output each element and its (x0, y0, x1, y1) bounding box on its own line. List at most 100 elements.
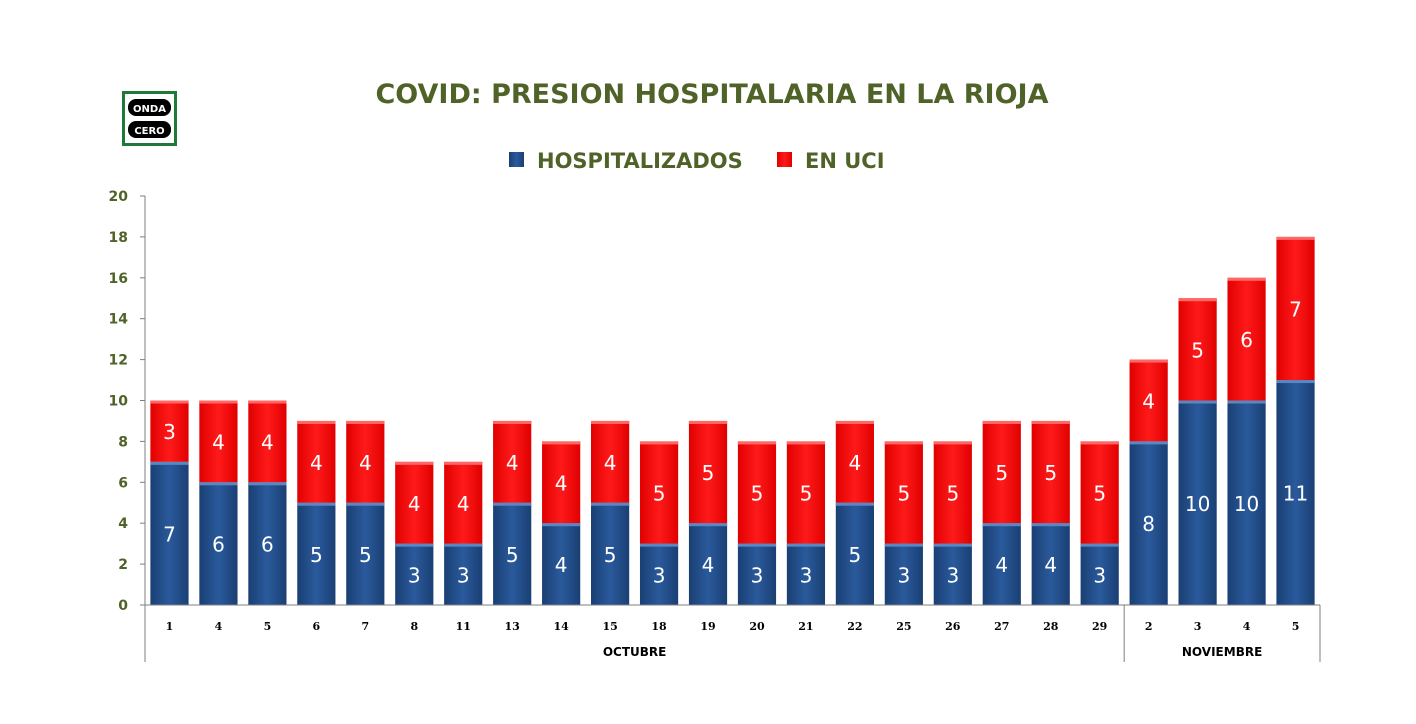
bar-en-uci (1276, 236, 1315, 381)
y-tick-label: 12 (109, 353, 128, 369)
x-tick-label: 21 (798, 620, 813, 633)
bar-hospitalizados (444, 543, 483, 605)
bar-en-uci (444, 461, 483, 544)
bar-en-uci-top (248, 400, 287, 404)
bar-en-uci (395, 461, 434, 544)
data-label-en-uci: 5 (702, 461, 715, 485)
bar-en-uci (1080, 441, 1119, 544)
bar-en-uci-top (199, 400, 238, 404)
bar-en-uci-top (1227, 277, 1266, 281)
onda-cero-logo: ONDA CERO (122, 91, 177, 146)
bar-en-uci-top (884, 441, 923, 445)
bar-en-uci (346, 420, 385, 503)
bar-en-uci-top (444, 461, 483, 465)
bar-en-uci (591, 420, 630, 503)
x-tick-label: 4 (1243, 620, 1251, 633)
bar-en-uci (542, 441, 581, 524)
bar-hospitalizados-top (1031, 523, 1070, 527)
bar-en-uci-top (1276, 236, 1315, 240)
bar-hospitalizados (786, 543, 826, 605)
data-label-hospitalizados: 4 (995, 553, 1008, 577)
bar-en-uci-top (933, 441, 972, 445)
bar-hospitalizados (591, 502, 630, 605)
bar-hospitalizados (884, 543, 923, 605)
bar-hospitalizados-top (444, 543, 483, 547)
bar-hospitalizados-top (1227, 400, 1266, 404)
y-tick-label: 2 (118, 557, 128, 573)
bar-en-uci (639, 441, 679, 544)
bar-hospitalizados (1227, 400, 1266, 605)
logo-line2: CERO (134, 126, 164, 137)
data-label-en-uci: 4 (457, 492, 470, 516)
legend-label-en-uci: EN UCI (805, 149, 885, 173)
bar-hospitalizados (248, 482, 287, 605)
data-label-en-uci: 4 (555, 471, 568, 495)
bar-hospitalizados-top (786, 543, 826, 547)
bar-hospitalizados-top (1080, 543, 1119, 547)
bar-hospitalizados (150, 461, 189, 605)
bar-hospitalizados-top (493, 502, 532, 506)
data-label-hospitalizados: 3 (1093, 563, 1106, 587)
x-tick-label: 5 (1292, 620, 1300, 633)
bar-en-uci (1178, 298, 1217, 401)
x-tick-label: 11 (456, 620, 471, 633)
x-group-label: NOVIEMBRE (1182, 645, 1262, 659)
x-tick-label: 28 (1043, 620, 1059, 633)
y-tick-label: 4 (118, 516, 128, 532)
x-tick-label: 7 (361, 620, 369, 633)
bar-hospitalizados-top (884, 543, 923, 547)
x-tick-label: 2 (1145, 620, 1153, 633)
bar-en-uci (1129, 359, 1168, 442)
bar-en-uci (835, 420, 874, 503)
x-tick-label: 4 (215, 620, 223, 633)
data-label-en-uci: 4 (604, 451, 617, 475)
x-tick-label: 5 (264, 620, 272, 633)
bar-hospitalizados (639, 543, 679, 605)
y-tick-label: 6 (118, 475, 128, 491)
data-label-hospitalizados: 6 (261, 533, 274, 557)
bar-hospitalizados-top (639, 543, 679, 547)
legend-swatch-en-uci (777, 152, 792, 167)
logo-line1: ONDA (133, 104, 166, 115)
data-label-en-uci: 4 (310, 451, 323, 475)
legend-label-hospitalizados: HOSPITALIZADOS (537, 149, 743, 173)
bar-en-uci-top (591, 420, 630, 424)
data-label-hospitalizados: 3 (897, 563, 910, 587)
logo-pill-top (128, 99, 171, 116)
bar-en-uci-top (1080, 441, 1119, 445)
data-label-en-uci: 4 (212, 430, 225, 454)
bar-hospitalizados-top (688, 523, 728, 527)
data-label-en-uci: 5 (897, 482, 910, 506)
x-axis: 1 4 5 6 7 8 11 13 14 15 18 19 20 21 22 25 26 27 28 29 2 3 4 5OC… (144, 604, 1321, 662)
y-tick-label: 16 (109, 271, 128, 287)
x-tick-label: 22 (847, 620, 862, 633)
bar-en-uci-top (1178, 298, 1217, 302)
data-label-hospitalizados: 10 (1185, 492, 1210, 516)
bar-hospitalizados (1276, 380, 1315, 605)
bar-hospitalizados-top (835, 502, 874, 506)
bar-hospitalizados (1080, 543, 1119, 605)
x-tick-label: 8 (410, 620, 418, 633)
bars: 7 3 6 4 6 4 5 4 5 4 3 4 3 4 5 4 4 4 5 4 3 5 4 5 3 5 3 5 5 4 3 5 3 5 4 5 4 5 3 5… (150, 236, 1315, 605)
bar-hospitalizados-top (591, 502, 630, 506)
bar-en-uci-top (835, 420, 874, 424)
data-label-hospitalizados: 4 (1044, 553, 1057, 577)
legend-swatch-hospitalizados (509, 152, 524, 167)
y-tick-label: 8 (118, 434, 128, 450)
data-label-hospitalizados: 3 (800, 563, 813, 587)
legend: HOSPITALIZADOS EN UCI (509, 149, 885, 173)
data-label-hospitalizados: 10 (1234, 492, 1259, 516)
x-tick-label: 25 (896, 620, 911, 633)
y-tick-label: 0 (118, 598, 128, 614)
bar-hospitalizados-top (737, 543, 777, 547)
bar-en-uci-top (297, 420, 336, 424)
x-tick-label: 18 (651, 620, 667, 633)
x-tick-label: 15 (602, 620, 617, 633)
data-label-hospitalizados: 4 (555, 553, 568, 577)
bar-en-uci (737, 441, 777, 544)
bar-hospitalizados-top (199, 482, 238, 486)
bar-en-uci (297, 420, 336, 503)
data-label-hospitalizados: 11 (1283, 482, 1308, 506)
y-tick-label: 14 (109, 312, 129, 328)
